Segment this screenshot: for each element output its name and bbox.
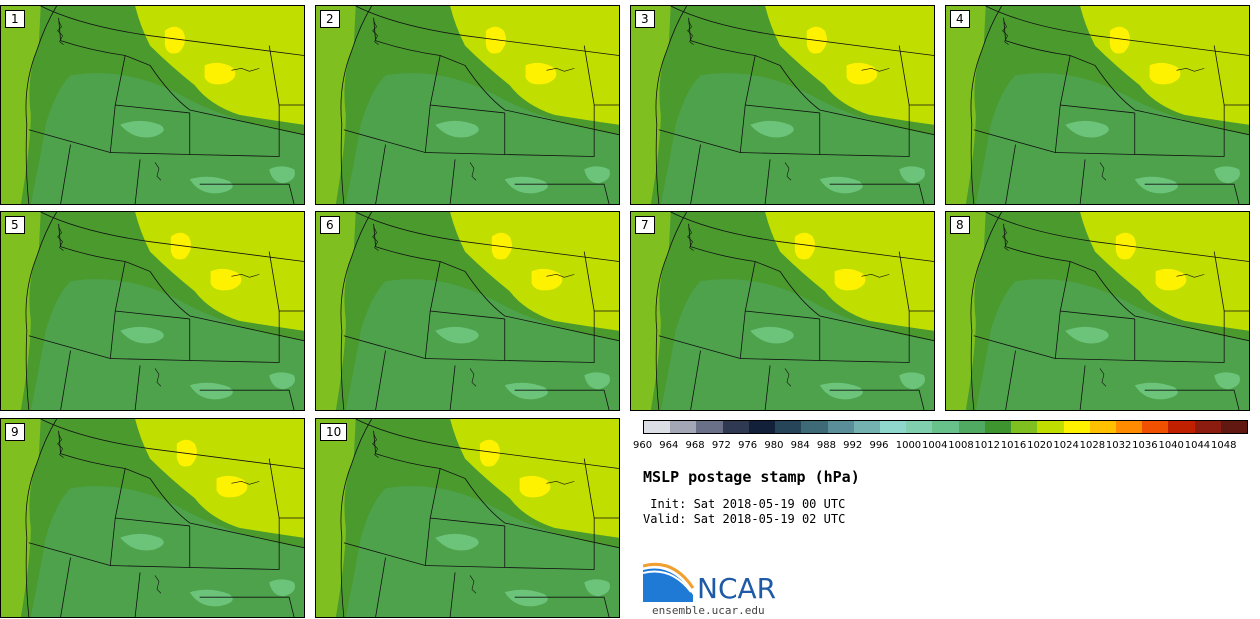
colorbar-swatch-22 (1220, 421, 1248, 433)
mslp-map (316, 419, 619, 617)
mslp-map (1, 212, 304, 410)
colorbar-tick-label: 980 (764, 440, 784, 451)
panel-number: 3 (635, 10, 655, 28)
colorbar-tick-label: 1036 (1132, 440, 1158, 451)
map-panel-10: 10 (315, 418, 620, 618)
ncar-logo-icon (643, 562, 695, 602)
colorbar-tick-label: 976 (738, 440, 758, 451)
colorbar-swatch-0 (644, 421, 671, 433)
colorbar-swatch-16 (1063, 421, 1090, 433)
mslp-map (946, 212, 1249, 410)
colorbar-swatch-3 (722, 421, 749, 433)
colorbar-tick-label: 1024 (1053, 440, 1079, 451)
colorbar-tick-label: 1000 (895, 440, 922, 451)
colorbar-tick-label: 964 (659, 440, 679, 451)
colorbar-tick-label: 1020 (1027, 440, 1053, 451)
colorbar-swatch-10 (906, 421, 933, 433)
colorbar-tick-label: 1032 (1105, 440, 1132, 451)
map-panel-8: 8 (945, 211, 1250, 411)
map-panel-1: 1 (0, 5, 305, 205)
mslp-map (1, 6, 304, 204)
map-panel-7: 7 (630, 211, 935, 411)
colorbar-tick-label: 1048 (1211, 440, 1237, 451)
colorbar-tick-label: 1008 (948, 440, 974, 451)
logo-url: ensemble.ucar.edu (652, 604, 765, 617)
colorbar-swatch-8 (853, 421, 880, 433)
panel-number: 8 (950, 216, 970, 234)
colorbar-ticks: 960 964 968 972 976 980 984 988 992 996 1000 1004 10… (633, 440, 1253, 454)
valid-time: Valid: Sat 2018-05-19 02 UTC (643, 512, 846, 526)
ncar-wordmark: NCAR (697, 572, 777, 605)
map-panel-3: 3 (630, 5, 935, 205)
mslp-map (631, 6, 934, 204)
colorbar-tick-label: 992 (843, 440, 863, 451)
panel-number: 2 (320, 10, 340, 28)
colorbar-tick-label: 1028 (1079, 440, 1106, 451)
colorbar-tick-label: 988 (816, 440, 836, 451)
panel-number: 5 (5, 216, 25, 234)
colorbar (643, 420, 1248, 434)
colorbar-tick-label: 968 (685, 440, 705, 451)
colorbar-swatch-19 (1142, 421, 1169, 433)
mslp-map (946, 6, 1249, 204)
colorbar-swatch-21 (1194, 421, 1221, 433)
colorbar-swatch-15 (1037, 421, 1064, 433)
colorbar-swatch-20 (1168, 421, 1195, 433)
colorbar-tick-label: 1012 (974, 440, 1000, 451)
mslp-map (631, 212, 934, 410)
plot-title: MSLP postage stamp (hPa) (643, 468, 860, 486)
map-panel-6: 6 (315, 211, 620, 411)
colorbar-tick-label: 960 (633, 440, 653, 451)
colorbar-swatch-7 (827, 421, 854, 433)
init-time: Init: Sat 2018-05-19 00 UTC (643, 497, 846, 511)
colorbar-swatch-12 (958, 421, 985, 433)
colorbar-swatch-5 (775, 421, 802, 433)
mslp-map (316, 6, 619, 204)
colorbar-swatch-2 (696, 421, 723, 433)
colorbar-tick-label: 972 (711, 440, 731, 451)
panel-number: 10 (320, 423, 348, 441)
colorbar-swatch-14 (1011, 421, 1038, 433)
colorbar-swatch-11 (932, 421, 959, 433)
colorbar-tick-label: 1016 (1000, 440, 1027, 451)
panel-number: 1 (5, 10, 25, 28)
colorbar-swatch-17 (1089, 421, 1116, 433)
colorbar-tick-label: 996 (869, 440, 889, 451)
panel-number: 4 (950, 10, 970, 28)
mslp-map (316, 212, 619, 410)
map-panel-2: 2 (315, 5, 620, 205)
colorbar-swatch-18 (1115, 421, 1143, 433)
map-panel-9: 9 (0, 418, 305, 618)
panel-number: 9 (5, 423, 25, 441)
colorbar-swatch-6 (801, 421, 828, 433)
map-panel-4: 4 (945, 5, 1250, 205)
colorbar-tick-label: 984 (790, 440, 810, 451)
panel-number: 6 (320, 216, 340, 234)
colorbar-tick-label: 1004 (922, 440, 948, 451)
colorbar-swatch-4 (748, 421, 776, 433)
colorbar-swatch-13 (984, 421, 1012, 433)
map-panel-5: 5 (0, 211, 305, 411)
colorbar-swatch-9 (879, 421, 907, 433)
panel-number: 7 (635, 216, 655, 234)
colorbar-tick-label: 1040 (1158, 440, 1184, 451)
colorbar-swatch-1 (670, 421, 697, 433)
colorbar-tick-label: 1044 (1184, 440, 1211, 451)
mslp-map (1, 419, 304, 617)
